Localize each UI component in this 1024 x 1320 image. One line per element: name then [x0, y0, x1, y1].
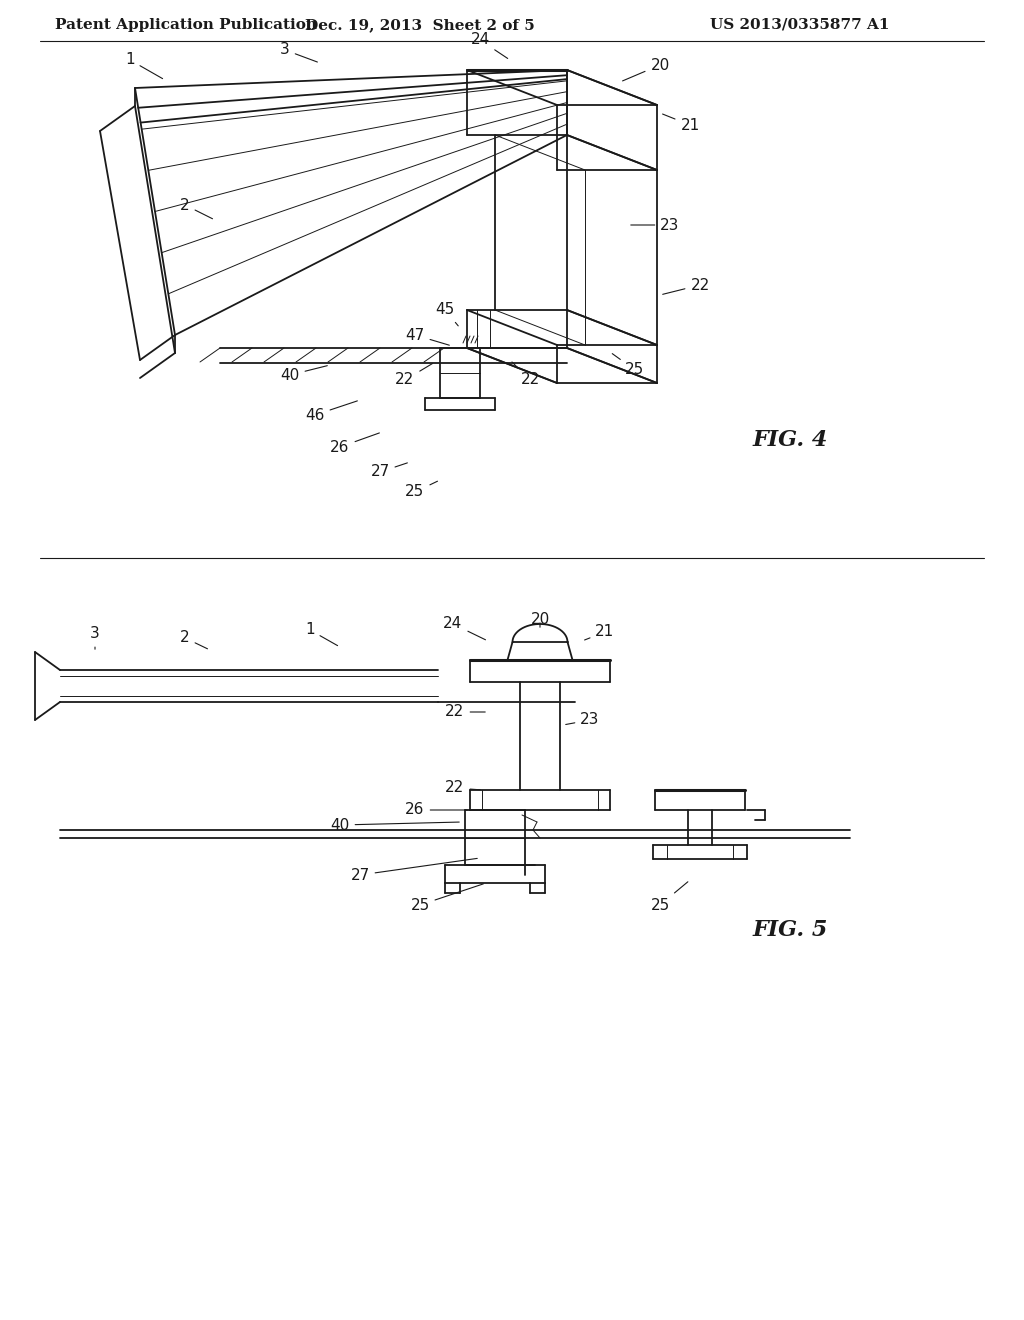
Text: US 2013/0335877 A1: US 2013/0335877 A1 — [711, 18, 890, 32]
Text: 1: 1 — [125, 53, 163, 79]
Text: Dec. 19, 2013  Sheet 2 of 5: Dec. 19, 2013 Sheet 2 of 5 — [305, 18, 535, 32]
Text: 1: 1 — [305, 623, 338, 645]
Text: 22: 22 — [512, 362, 540, 388]
Text: 21: 21 — [585, 624, 614, 640]
Text: 22: 22 — [445, 705, 485, 719]
Text: 45: 45 — [435, 302, 458, 326]
Text: 20: 20 — [623, 58, 670, 81]
Text: 40: 40 — [331, 817, 459, 833]
Text: 24: 24 — [470, 33, 508, 58]
Text: 2: 2 — [180, 631, 208, 649]
Text: 25: 25 — [612, 354, 645, 378]
Text: 40: 40 — [281, 366, 328, 383]
Text: 27: 27 — [371, 463, 408, 479]
Text: 25: 25 — [406, 482, 437, 499]
Text: 3: 3 — [90, 627, 100, 649]
Text: 3: 3 — [281, 42, 317, 62]
Text: FIG. 5: FIG. 5 — [753, 919, 827, 941]
Text: 20: 20 — [530, 612, 550, 627]
Text: 2: 2 — [180, 198, 213, 219]
Text: 25: 25 — [650, 882, 688, 912]
Text: 47: 47 — [406, 327, 450, 346]
Text: Patent Application Publication: Patent Application Publication — [55, 18, 317, 32]
Text: 25: 25 — [411, 884, 483, 912]
Text: 22: 22 — [445, 780, 480, 796]
Text: 27: 27 — [350, 858, 477, 883]
Text: 22: 22 — [663, 277, 710, 294]
Text: 23: 23 — [631, 218, 680, 232]
Text: 22: 22 — [395, 363, 432, 388]
Text: 24: 24 — [443, 616, 485, 640]
Text: 46: 46 — [305, 401, 357, 422]
Text: 23: 23 — [565, 713, 600, 727]
Text: 21: 21 — [663, 114, 699, 132]
Text: 26: 26 — [331, 433, 379, 454]
Text: FIG. 4: FIG. 4 — [753, 429, 827, 451]
Text: 26: 26 — [406, 803, 467, 817]
